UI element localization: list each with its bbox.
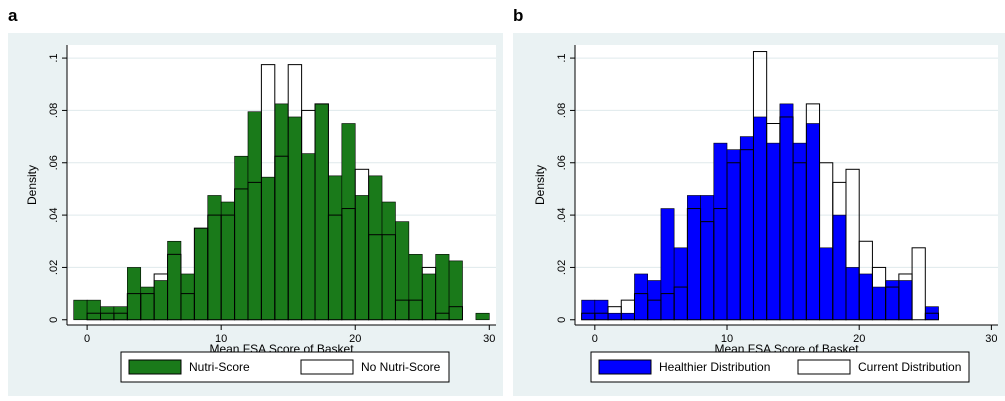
histogram-bar (924, 312, 940, 321)
histogram-bar (726, 149, 741, 321)
legend: Nutri-Score No Nutri-Score (120, 351, 450, 383)
legend: Healthier Distribution Current Distributi… (590, 351, 970, 383)
histogram-bar (634, 273, 649, 321)
legend-swatch (598, 359, 652, 375)
legend-swatch (128, 359, 182, 375)
y-tick-label: .02 (48, 260, 60, 275)
histogram-bar (448, 260, 463, 321)
y-axis-label: Density (533, 165, 547, 205)
histogram-bar (421, 266, 437, 321)
legend-swatch (300, 359, 354, 375)
histogram-bar (354, 195, 369, 321)
histogram-bar (832, 214, 847, 321)
histogram-bar (475, 312, 490, 321)
histogram-bar (140, 286, 155, 321)
histogram-bar (408, 254, 423, 321)
histogram-bar (274, 103, 289, 321)
histogram-bar (167, 253, 182, 321)
histogram-bar (779, 103, 794, 321)
histogram-bar (314, 103, 329, 321)
histogram-bar (620, 312, 635, 321)
x-tick-label: 0 (84, 333, 90, 345)
histogram-bar (194, 227, 209, 321)
y-tick-label: 0 (556, 317, 568, 323)
legend-swatch (797, 359, 851, 375)
legend-label: No Nutri-Score (361, 360, 441, 374)
histogram-bar (581, 299, 596, 321)
histogram-bar (86, 299, 101, 321)
y-tick-label: .02 (556, 260, 568, 275)
y-tick-label: .08 (556, 103, 568, 118)
y-tick-label: .06 (48, 155, 60, 170)
y-axis-label: Density (25, 165, 39, 205)
histogram-bar (314, 103, 329, 321)
histogram-bar (792, 142, 807, 321)
histogram-bar (594, 299, 609, 321)
x-tick-label: 10 (721, 333, 733, 345)
histogram-bar (753, 116, 767, 321)
histogram-bar (261, 176, 276, 321)
histogram-bar (247, 111, 262, 321)
histogram-bar (234, 155, 249, 321)
histogram-bar (858, 273, 873, 321)
histogram-bar (381, 234, 396, 321)
x-tick-label: 20 (853, 333, 865, 345)
histogram-bar (207, 195, 222, 321)
histogram-bar (911, 247, 926, 321)
histogram-bar (341, 123, 356, 321)
histogram-bar (368, 175, 383, 321)
histogram-bar (687, 195, 701, 321)
y-tick-label: .1 (48, 53, 60, 62)
legend-label: Healthier Distribution (659, 360, 770, 374)
y-tick-label: .04 (556, 207, 568, 222)
histogram-bar (607, 312, 622, 321)
histogram-bar (819, 247, 834, 321)
histogram-bar (421, 273, 436, 321)
histogram-bar (766, 142, 781, 321)
y-tick-label: .06 (556, 155, 568, 170)
legend-box (590, 351, 970, 383)
histogram-bar (328, 175, 343, 321)
histogram-bar (435, 254, 450, 321)
panel-letter-a: a (8, 6, 18, 25)
histogram-bar (806, 123, 820, 321)
histogram-bar (287, 116, 302, 321)
x-tick-label: 20 (349, 333, 361, 345)
y-tick-label: .08 (48, 103, 60, 118)
histogram-bar (660, 208, 675, 321)
x-tick-label: 0 (592, 333, 598, 345)
histogram-bar (898, 280, 913, 321)
histogram-bar (673, 247, 688, 321)
histogram-bar (381, 201, 396, 321)
histogram-bar (167, 240, 182, 321)
histogram-bar (395, 221, 410, 321)
x-tick-label: 30 (985, 333, 997, 345)
x-tick-label: 10 (215, 333, 227, 345)
histogram-bar (220, 201, 235, 321)
legend-label: Current Distribution (858, 360, 961, 374)
histogram-bar (713, 142, 728, 321)
histogram-bar (73, 299, 88, 321)
histogram-bar (739, 136, 754, 321)
histogram-bar (885, 280, 900, 321)
histogram-bar (448, 306, 463, 321)
histogram-bar (845, 267, 860, 321)
histogram-bar (301, 153, 316, 321)
y-tick-label: .04 (48, 207, 60, 222)
x-tick-label: 30 (483, 333, 495, 345)
histogram-bar (153, 280, 168, 321)
histogram-bar (180, 273, 195, 321)
y-tick-label: 0 (48, 317, 60, 323)
histogram-bar (872, 286, 886, 321)
panel-letter-b: b (513, 6, 524, 25)
histogram-bar (700, 195, 715, 321)
y-tick-label: .1 (556, 53, 568, 62)
legend-label: Nutri-Score (189, 360, 250, 374)
